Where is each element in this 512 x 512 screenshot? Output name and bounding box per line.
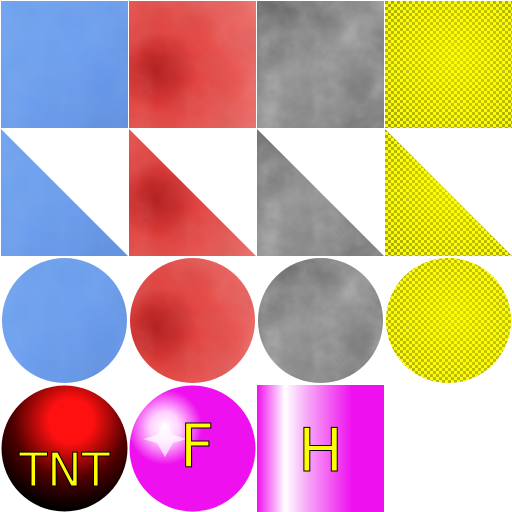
blue-circle-tile — [1, 257, 128, 384]
h-block-icon — [257, 385, 384, 512]
f-ball-icon — [129, 385, 256, 512]
yellow-triangle-tile — [385, 129, 512, 256]
blue-square-tile — [1, 1, 128, 128]
yellow-square-tile — [385, 1, 512, 128]
tnt-ball-tile: TNT — [1, 385, 128, 512]
tnt-label: TNT — [18, 443, 111, 497]
sparkle-icon — [143, 421, 187, 457]
red-triangle-tile — [129, 129, 256, 256]
yellow-circle-tile — [385, 257, 512, 384]
f-ball-tile: F — [129, 385, 256, 512]
gray-triangle-tile — [257, 129, 384, 256]
f-label: F — [180, 412, 215, 482]
red-circle-tile — [129, 257, 256, 384]
h-label: H — [298, 416, 343, 486]
h-block-tile: H — [257, 385, 384, 512]
tnt-ball-icon — [1, 385, 128, 512]
gray-square-tile — [257, 1, 384, 128]
blue-triangle-tile — [1, 129, 128, 256]
gray-circle-tile — [257, 257, 384, 384]
red-square-tile — [129, 1, 256, 128]
